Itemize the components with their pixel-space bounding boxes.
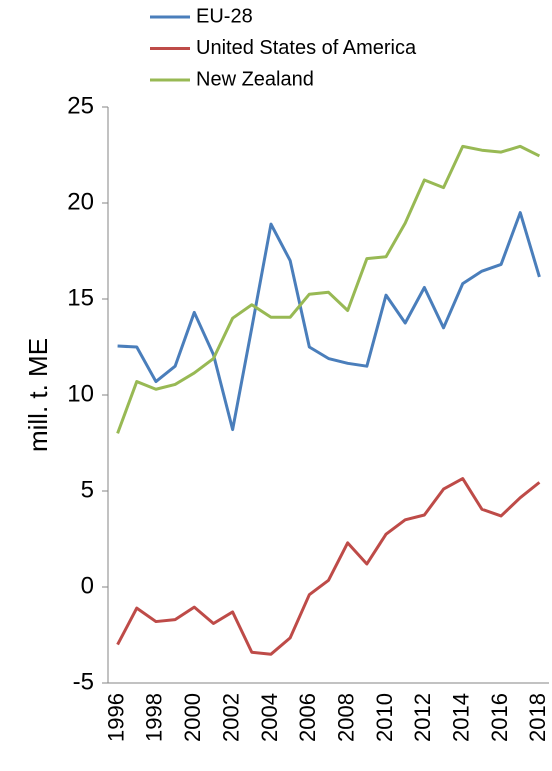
legend-label: EU-28 bbox=[196, 5, 253, 27]
x-tick-label: 2000 bbox=[180, 693, 205, 742]
series-line bbox=[116, 144, 541, 434]
y-tick-label: 5 bbox=[81, 476, 94, 503]
y-tick-label: -5 bbox=[73, 668, 94, 695]
legend-label: New Zealand bbox=[196, 68, 314, 90]
x-tick-label: 2012 bbox=[410, 693, 435, 742]
x-tick-label: 1998 bbox=[142, 693, 167, 742]
series-line bbox=[116, 477, 541, 656]
y-tick-label: 10 bbox=[67, 380, 94, 407]
x-tick-label: 2004 bbox=[257, 693, 282, 742]
y-axis-title: mill. t. ME bbox=[23, 338, 53, 452]
x-tick-label: 2008 bbox=[333, 693, 358, 742]
x-tick-label: 2010 bbox=[372, 693, 397, 742]
x-tick-label: 2006 bbox=[295, 693, 320, 742]
x-tick-label: 2002 bbox=[218, 693, 243, 742]
y-tick-label: 20 bbox=[67, 188, 94, 215]
series-line bbox=[117, 211, 541, 432]
y-tick-label: 0 bbox=[81, 572, 94, 599]
y-tick-label: 25 bbox=[67, 92, 94, 119]
x-tick-label: 2014 bbox=[449, 693, 474, 742]
x-tick-label: 2018 bbox=[525, 693, 550, 742]
x-tick-label: 2016 bbox=[487, 693, 512, 742]
x-tick-label: 1996 bbox=[103, 693, 128, 742]
y-tick-label: 15 bbox=[67, 284, 94, 311]
legend-label: United States of America bbox=[196, 37, 417, 59]
